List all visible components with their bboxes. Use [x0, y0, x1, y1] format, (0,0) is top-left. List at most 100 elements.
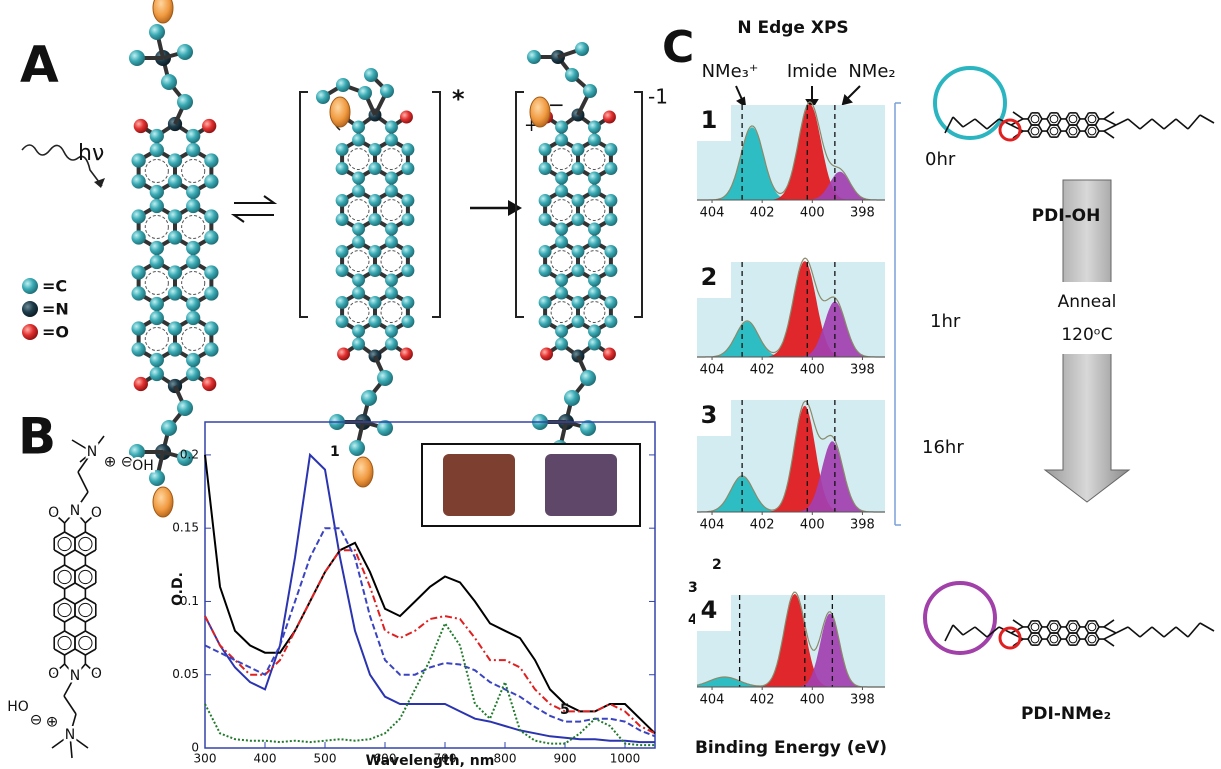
- peak-label: NMe₃⁺: [702, 61, 759, 82]
- bond: [1065, 112, 1071, 120]
- xps-peak: [697, 613, 885, 687]
- bond: [84, 512, 97, 524]
- bond: [1094, 130, 1100, 138]
- aromatic-ring: [78, 569, 93, 585]
- atom: [131, 286, 146, 301]
- atom: [149, 366, 164, 382]
- xps-peak: [697, 476, 885, 512]
- atom: [604, 296, 618, 309]
- bond: [64, 597, 76, 605]
- bond: [1084, 124, 1090, 132]
- bond: [1065, 620, 1071, 628]
- lone-pair: [152, 486, 174, 518]
- x-tick-label: 402: [750, 518, 775, 533]
- atom: [352, 222, 366, 236]
- atom: [149, 24, 165, 40]
- bond: [952, 116, 964, 128]
- atom: [368, 245, 382, 258]
- plot-frame: [204, 421, 656, 749]
- series-label: 1: [330, 444, 340, 460]
- bond: [84, 564, 97, 572]
- atom: [335, 162, 349, 175]
- spectrum-line: [204, 549, 656, 735]
- series-label: 2: [712, 557, 722, 573]
- compound-structure: [944, 619, 1215, 650]
- atom: [555, 324, 569, 338]
- atom: [131, 321, 146, 336]
- bond: [1056, 632, 1062, 640]
- bond: [53, 531, 66, 539]
- atom: [384, 171, 398, 185]
- atom: [587, 273, 601, 287]
- aromatic-ring: [1049, 126, 1059, 136]
- atom: [161, 420, 177, 436]
- atom-label: O: [91, 505, 102, 521]
- atom: [186, 184, 201, 200]
- bond: [1046, 632, 1052, 640]
- atom: [149, 310, 164, 326]
- x-axis-label: Wavelength, nm: [366, 753, 495, 769]
- compound-label: PDI-OH: [1032, 206, 1101, 226]
- light-wave: [21, 144, 103, 187]
- atom: [564, 390, 580, 406]
- atom: [149, 142, 164, 158]
- bond: [986, 118, 1000, 130]
- atom: [186, 198, 201, 214]
- bond: [974, 626, 988, 638]
- atom: [571, 213, 585, 226]
- atom: [587, 222, 601, 236]
- group-highlight: [933, 66, 1007, 140]
- bond: [1046, 112, 1052, 120]
- aromatic-ring: [78, 635, 93, 651]
- bond: [74, 582, 86, 590]
- atom: [335, 143, 349, 156]
- bond: [944, 116, 954, 134]
- panel-number-box: [695, 101, 731, 141]
- bond: [1046, 124, 1052, 132]
- atom: [368, 213, 382, 226]
- aromatic-ring: [550, 250, 573, 272]
- panel-number: 2: [701, 263, 718, 291]
- atom: [538, 213, 552, 226]
- bond: [1075, 638, 1081, 646]
- bond: [1037, 620, 1043, 628]
- time-bracket: [894, 102, 901, 526]
- atom: [571, 296, 585, 309]
- atom: [204, 286, 219, 301]
- atom: [204, 321, 219, 336]
- aromatic-ring: [550, 301, 573, 323]
- bond: [1056, 638, 1062, 646]
- bond: [1046, 130, 1052, 138]
- bond: [1199, 622, 1215, 632]
- atom: [368, 315, 382, 328]
- atom: [377, 370, 393, 386]
- x-tick-label: 700: [434, 752, 457, 766]
- aromatic-ring: [583, 199, 606, 221]
- atom: [364, 68, 378, 82]
- atom: [149, 240, 164, 256]
- atom: [555, 235, 569, 249]
- panel-number: 1: [701, 106, 718, 134]
- bond: [1046, 638, 1052, 646]
- atom: [587, 337, 601, 351]
- bond: [1046, 620, 1052, 628]
- bond: [1012, 111, 1024, 120]
- aromatic-ring: [1087, 114, 1097, 124]
- y-tick-label: 0.05: [172, 667, 199, 681]
- panel-number: 4: [701, 596, 718, 624]
- xps-peak: [697, 405, 885, 512]
- atom: [399, 347, 413, 361]
- bond: [69, 734, 73, 759]
- aromatic-ring: [347, 199, 370, 221]
- atom: [604, 264, 618, 277]
- xps-envelope: [696, 591, 885, 688]
- bond: [1103, 111, 1115, 120]
- bond: [1075, 620, 1081, 628]
- spectrum-line: [204, 454, 656, 735]
- aromatic-ring: [583, 250, 606, 272]
- aromatic-ring: [1049, 114, 1059, 124]
- x-tick-label: 404: [700, 518, 725, 533]
- atom: [587, 286, 601, 300]
- bond: [64, 531, 76, 539]
